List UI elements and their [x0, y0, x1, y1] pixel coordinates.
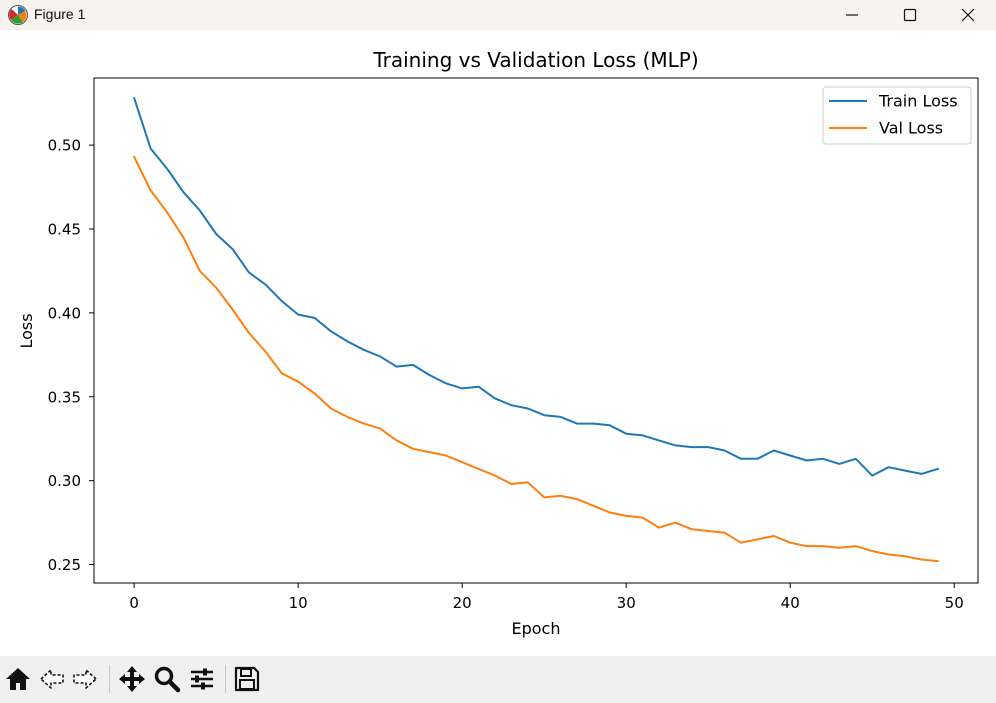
loss-chart[interactable]: Training vs Validation Loss (MLP) 0 10 20 3…: [0, 30, 996, 656]
y-tick-label: 0.40: [48, 304, 81, 322]
x-axis-label: Epoch: [512, 619, 561, 638]
y-tick-label: 0.35: [48, 388, 81, 406]
zoom-magnifier-icon: [154, 666, 181, 693]
figure-canvas[interactable]: Training vs Validation Loss (MLP) 0 10 20 3…: [0, 30, 996, 656]
forward-button[interactable]: [70, 664, 100, 694]
pan-move-icon: [119, 666, 145, 692]
zoom-button[interactable]: [152, 664, 182, 694]
forward-arrow-icon: [73, 669, 97, 689]
legend-label-train-loss: Train Loss: [878, 92, 958, 111]
pan-button[interactable]: [117, 664, 147, 694]
y-tick-label: 0.45: [48, 220, 81, 238]
y-tick-label: 0.50: [48, 137, 81, 155]
matplotlib-logo-icon: [8, 5, 28, 25]
configure-subplots-icon: [191, 668, 213, 690]
home-icon: [6, 668, 30, 690]
configure-subplots-button[interactable]: [187, 664, 217, 694]
series-line-train-loss: [132, 96, 940, 477]
toolbar-separator: [109, 665, 110, 693]
save-floppy-icon: [234, 666, 260, 692]
y-tick-label: 0.25: [48, 556, 81, 574]
x-tick-label: 0: [129, 594, 139, 612]
legend-label-val-loss: Val Loss: [879, 119, 943, 138]
maximize-button[interactable]: [881, 0, 939, 30]
window-titlebar: Figure 1: [0, 0, 996, 30]
legend: Train Loss Val Loss: [822, 86, 972, 145]
y-axis-label: Loss: [17, 313, 36, 348]
series-line-val-loss: [132, 155, 939, 563]
back-arrow-icon: [40, 669, 64, 689]
navigation-toolbar: [0, 656, 996, 703]
home-button[interactable]: [3, 664, 33, 694]
minimize-button[interactable]: [823, 0, 881, 30]
axis-ticks: 0 10 20 30 40 50 0.25 0.30 0.35 0.40 0.45 0.50: [48, 137, 964, 612]
series-lines: [132, 96, 940, 563]
close-icon: [961, 8, 975, 22]
y-tick-label: 0.30: [48, 472, 81, 490]
save-button[interactable]: [232, 664, 262, 694]
minimize-icon: [846, 14, 858, 16]
close-button[interactable]: [939, 0, 996, 30]
chart-title: Training vs Validation Loss (MLP): [372, 48, 698, 72]
plot-area-frame: [93, 77, 979, 584]
x-tick-label: 30: [617, 594, 636, 612]
window-title: Figure 1: [34, 6, 86, 22]
x-tick-label: 40: [781, 594, 800, 612]
toolbar-separator: [225, 665, 226, 693]
x-tick-label: 20: [453, 594, 472, 612]
x-tick-label: 50: [945, 594, 964, 612]
x-tick-label: 10: [289, 594, 308, 612]
maximize-icon: [903, 8, 917, 22]
back-button[interactable]: [37, 664, 67, 694]
